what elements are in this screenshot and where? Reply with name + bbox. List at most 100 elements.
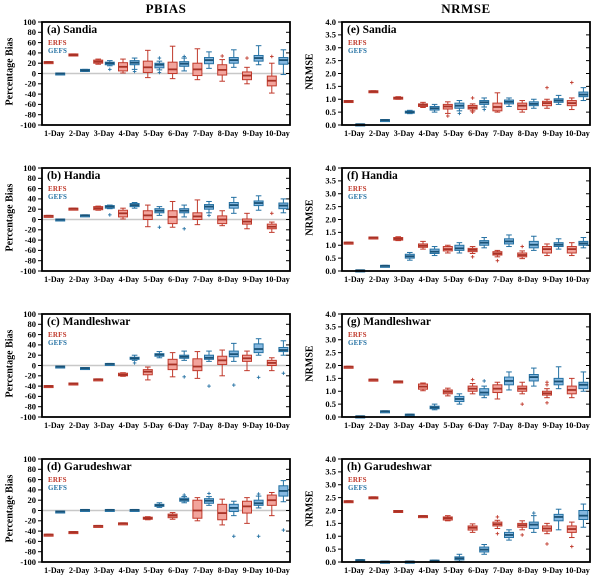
svg-text:8-Day: 8-Day	[218, 566, 238, 575]
svg-text:2-Day: 2-Day	[369, 129, 389, 138]
svg-text:0.5: 0.5	[325, 107, 336, 117]
panel-d-garudeshwar-pbias: Percentage Bias (d) Garudeshwar ERFS GEF…	[0, 437, 300, 583]
panel-label: (c) Mandleshwar	[47, 316, 131, 328]
svg-text:2-Day: 2-Day	[69, 129, 89, 138]
svg-text:3-Day: 3-Day	[394, 566, 414, 575]
svg-text:6-Day: 6-Day	[168, 566, 188, 575]
y-axis-label: Percentage Bias	[4, 183, 16, 252]
svg-text:10-Day: 10-Day	[565, 421, 589, 430]
legend-erfs: ERFS	[348, 331, 367, 339]
svg-text:-20: -20	[25, 79, 36, 89]
legend-erfs: ERFS	[348, 476, 367, 484]
panel-b-handia-pbias: Percentage Bias (b) Handia ERFS GEFS -10…	[0, 146, 300, 292]
svg-text:0.5: 0.5	[325, 253, 336, 263]
panel-label: (a) Sandia	[47, 24, 98, 36]
svg-text:9-Day: 9-Day	[243, 421, 263, 430]
svg-text:7-Day: 7-Day	[493, 129, 513, 138]
svg-text:9-Day: 9-Day	[243, 275, 263, 284]
svg-text:-60: -60	[25, 391, 36, 401]
svg-text:0.5: 0.5	[325, 544, 336, 554]
svg-text:2-Day: 2-Day	[69, 566, 89, 575]
panel-a-sandia-pbias: Percentage Bias (a) Sandia ERFS GEFS -10…	[0, 0, 300, 146]
legend: ERFS GEFS	[348, 185, 367, 201]
svg-text:60: 60	[28, 37, 37, 47]
svg-text:-20: -20	[25, 225, 36, 235]
svg-text:100: 100	[23, 17, 36, 27]
svg-text:100: 100	[23, 454, 36, 464]
boxplot-canvas: 0.0 0.5 1.0 1.5 2.0 2.5 3.0 3.5 4.0 1-Day 2-Day 3-D…	[325, 163, 591, 284]
legend-gefs: GEFS	[348, 193, 368, 201]
svg-text:1-Day: 1-Day	[44, 421, 64, 430]
svg-text:2.5: 2.5	[325, 55, 336, 65]
svg-text:-40: -40	[25, 235, 36, 245]
svg-text:40: 40	[28, 194, 37, 204]
svg-text:4-Day: 4-Day	[119, 421, 139, 430]
legend-erfs: ERFS	[48, 476, 67, 484]
svg-text:7-Day: 7-Day	[193, 566, 213, 575]
svg-text:4.0: 4.0	[325, 454, 336, 464]
y-axis-label: NRMSE	[304, 53, 316, 90]
svg-text:9-Day: 9-Day	[243, 129, 263, 138]
svg-text:7-Day: 7-Day	[493, 275, 513, 284]
svg-text:4-Day: 4-Day	[419, 421, 439, 430]
svg-text:2.0: 2.0	[325, 68, 336, 78]
svg-text:5-Day: 5-Day	[443, 566, 463, 575]
svg-text:-80: -80	[25, 547, 36, 557]
svg-text:80: 80	[28, 319, 37, 329]
svg-text:-20: -20	[25, 371, 36, 381]
svg-text:3.5: 3.5	[325, 30, 336, 40]
svg-text:3.5: 3.5	[325, 176, 336, 186]
svg-text:7-Day: 7-Day	[193, 275, 213, 284]
svg-text:0: 0	[32, 360, 36, 370]
svg-text:1.0: 1.0	[325, 94, 336, 104]
legend-erfs: ERFS	[48, 331, 67, 339]
svg-text:20: 20	[28, 350, 37, 360]
svg-text:6-Day: 6-Day	[168, 275, 188, 284]
svg-text:10-Day: 10-Day	[265, 275, 289, 284]
y-axis-label: NRMSE	[304, 490, 316, 527]
svg-text:9-Day: 9-Day	[543, 275, 563, 284]
legend: ERFS GEFS	[48, 476, 67, 492]
svg-text:7-Day: 7-Day	[193, 129, 213, 138]
panel-h-garudeshwar-nrmse: NRMSE (h) Garudeshwar ERFS GEFS 0.0 0.5 1.…	[300, 437, 600, 583]
svg-text:60: 60	[28, 329, 37, 339]
svg-text:100: 100	[23, 309, 36, 319]
svg-text:100: 100	[23, 163, 36, 173]
svg-text:4-Day: 4-Day	[119, 566, 139, 575]
svg-text:3-Day: 3-Day	[394, 421, 414, 430]
svg-text:3-Day: 3-Day	[94, 129, 114, 138]
panel-label: (d) Garudeshwar	[47, 461, 132, 473]
panel-e-sandia-nrmse: NRMSE (e) Sandia ERFS GEFS 0.0 0.5 1.0 1.5 2…	[300, 0, 600, 146]
panel-g-mandleshwar-nrmse: NRMSE (g) Mandleshwar ERFS GEFS 0.0 0.5 1.…	[300, 292, 600, 438]
svg-text:3-Day: 3-Day	[394, 275, 414, 284]
svg-text:10-Day: 10-Day	[565, 566, 589, 575]
svg-text:3.5: 3.5	[325, 322, 336, 332]
y-axis-label: NRMSE	[304, 345, 316, 382]
svg-text:20: 20	[28, 204, 37, 214]
svg-text:80: 80	[28, 27, 37, 37]
svg-text:9-Day: 9-Day	[543, 421, 563, 430]
svg-text:40: 40	[28, 48, 37, 58]
panel-f-handia-nrmse: NRMSE (f) Handia ERFS GEFS 0.0 0.5 1.0 1.5 2…	[300, 146, 600, 292]
svg-text:3.0: 3.0	[325, 335, 336, 345]
svg-text:7-Day: 7-Day	[493, 566, 513, 575]
svg-text:4.0: 4.0	[325, 309, 336, 319]
svg-text:-80: -80	[25, 256, 36, 266]
svg-text:6-Day: 6-Day	[468, 129, 488, 138]
svg-text:3.0: 3.0	[325, 43, 336, 53]
svg-text:1-Day: 1-Day	[44, 129, 64, 138]
svg-text:0.5: 0.5	[325, 399, 336, 409]
svg-text:6-Day: 6-Day	[168, 129, 188, 138]
legend-erfs: ERFS	[48, 185, 67, 193]
svg-text:3.0: 3.0	[325, 480, 336, 490]
svg-text:1.5: 1.5	[325, 518, 336, 528]
svg-text:-60: -60	[25, 245, 36, 255]
legend-gefs: GEFS	[348, 47, 368, 55]
svg-text:-100: -100	[20, 120, 36, 130]
svg-text:5-Day: 5-Day	[143, 566, 163, 575]
svg-text:9-Day: 9-Day	[243, 566, 263, 575]
svg-text:80: 80	[28, 464, 37, 474]
svg-text:3.5: 3.5	[325, 467, 336, 477]
